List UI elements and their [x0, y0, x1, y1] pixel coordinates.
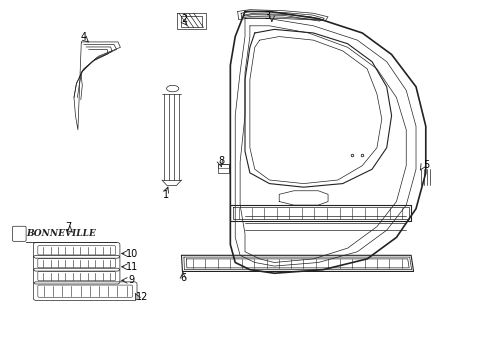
Text: 3: 3 [264, 11, 270, 21]
Text: BONNEVILLE: BONNEVILLE [26, 229, 96, 238]
Text: 1: 1 [163, 190, 169, 200]
Text: 10: 10 [125, 248, 138, 258]
Text: 9: 9 [128, 275, 135, 285]
Text: 6: 6 [181, 273, 187, 283]
Text: 7: 7 [65, 222, 71, 231]
Text: 8: 8 [219, 156, 224, 166]
Bar [218, 164, 229, 168]
Text: 2: 2 [181, 14, 187, 24]
Text: 4: 4 [81, 32, 87, 41]
Text: 5: 5 [424, 160, 430, 170]
Bar [218, 164, 229, 173]
Text: 12: 12 [136, 292, 148, 302]
Text: 11: 11 [125, 262, 138, 272]
